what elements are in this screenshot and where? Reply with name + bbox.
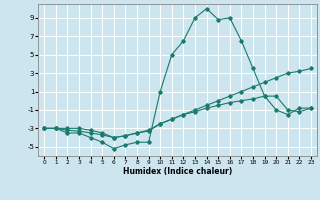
- X-axis label: Humidex (Indice chaleur): Humidex (Indice chaleur): [123, 167, 232, 176]
